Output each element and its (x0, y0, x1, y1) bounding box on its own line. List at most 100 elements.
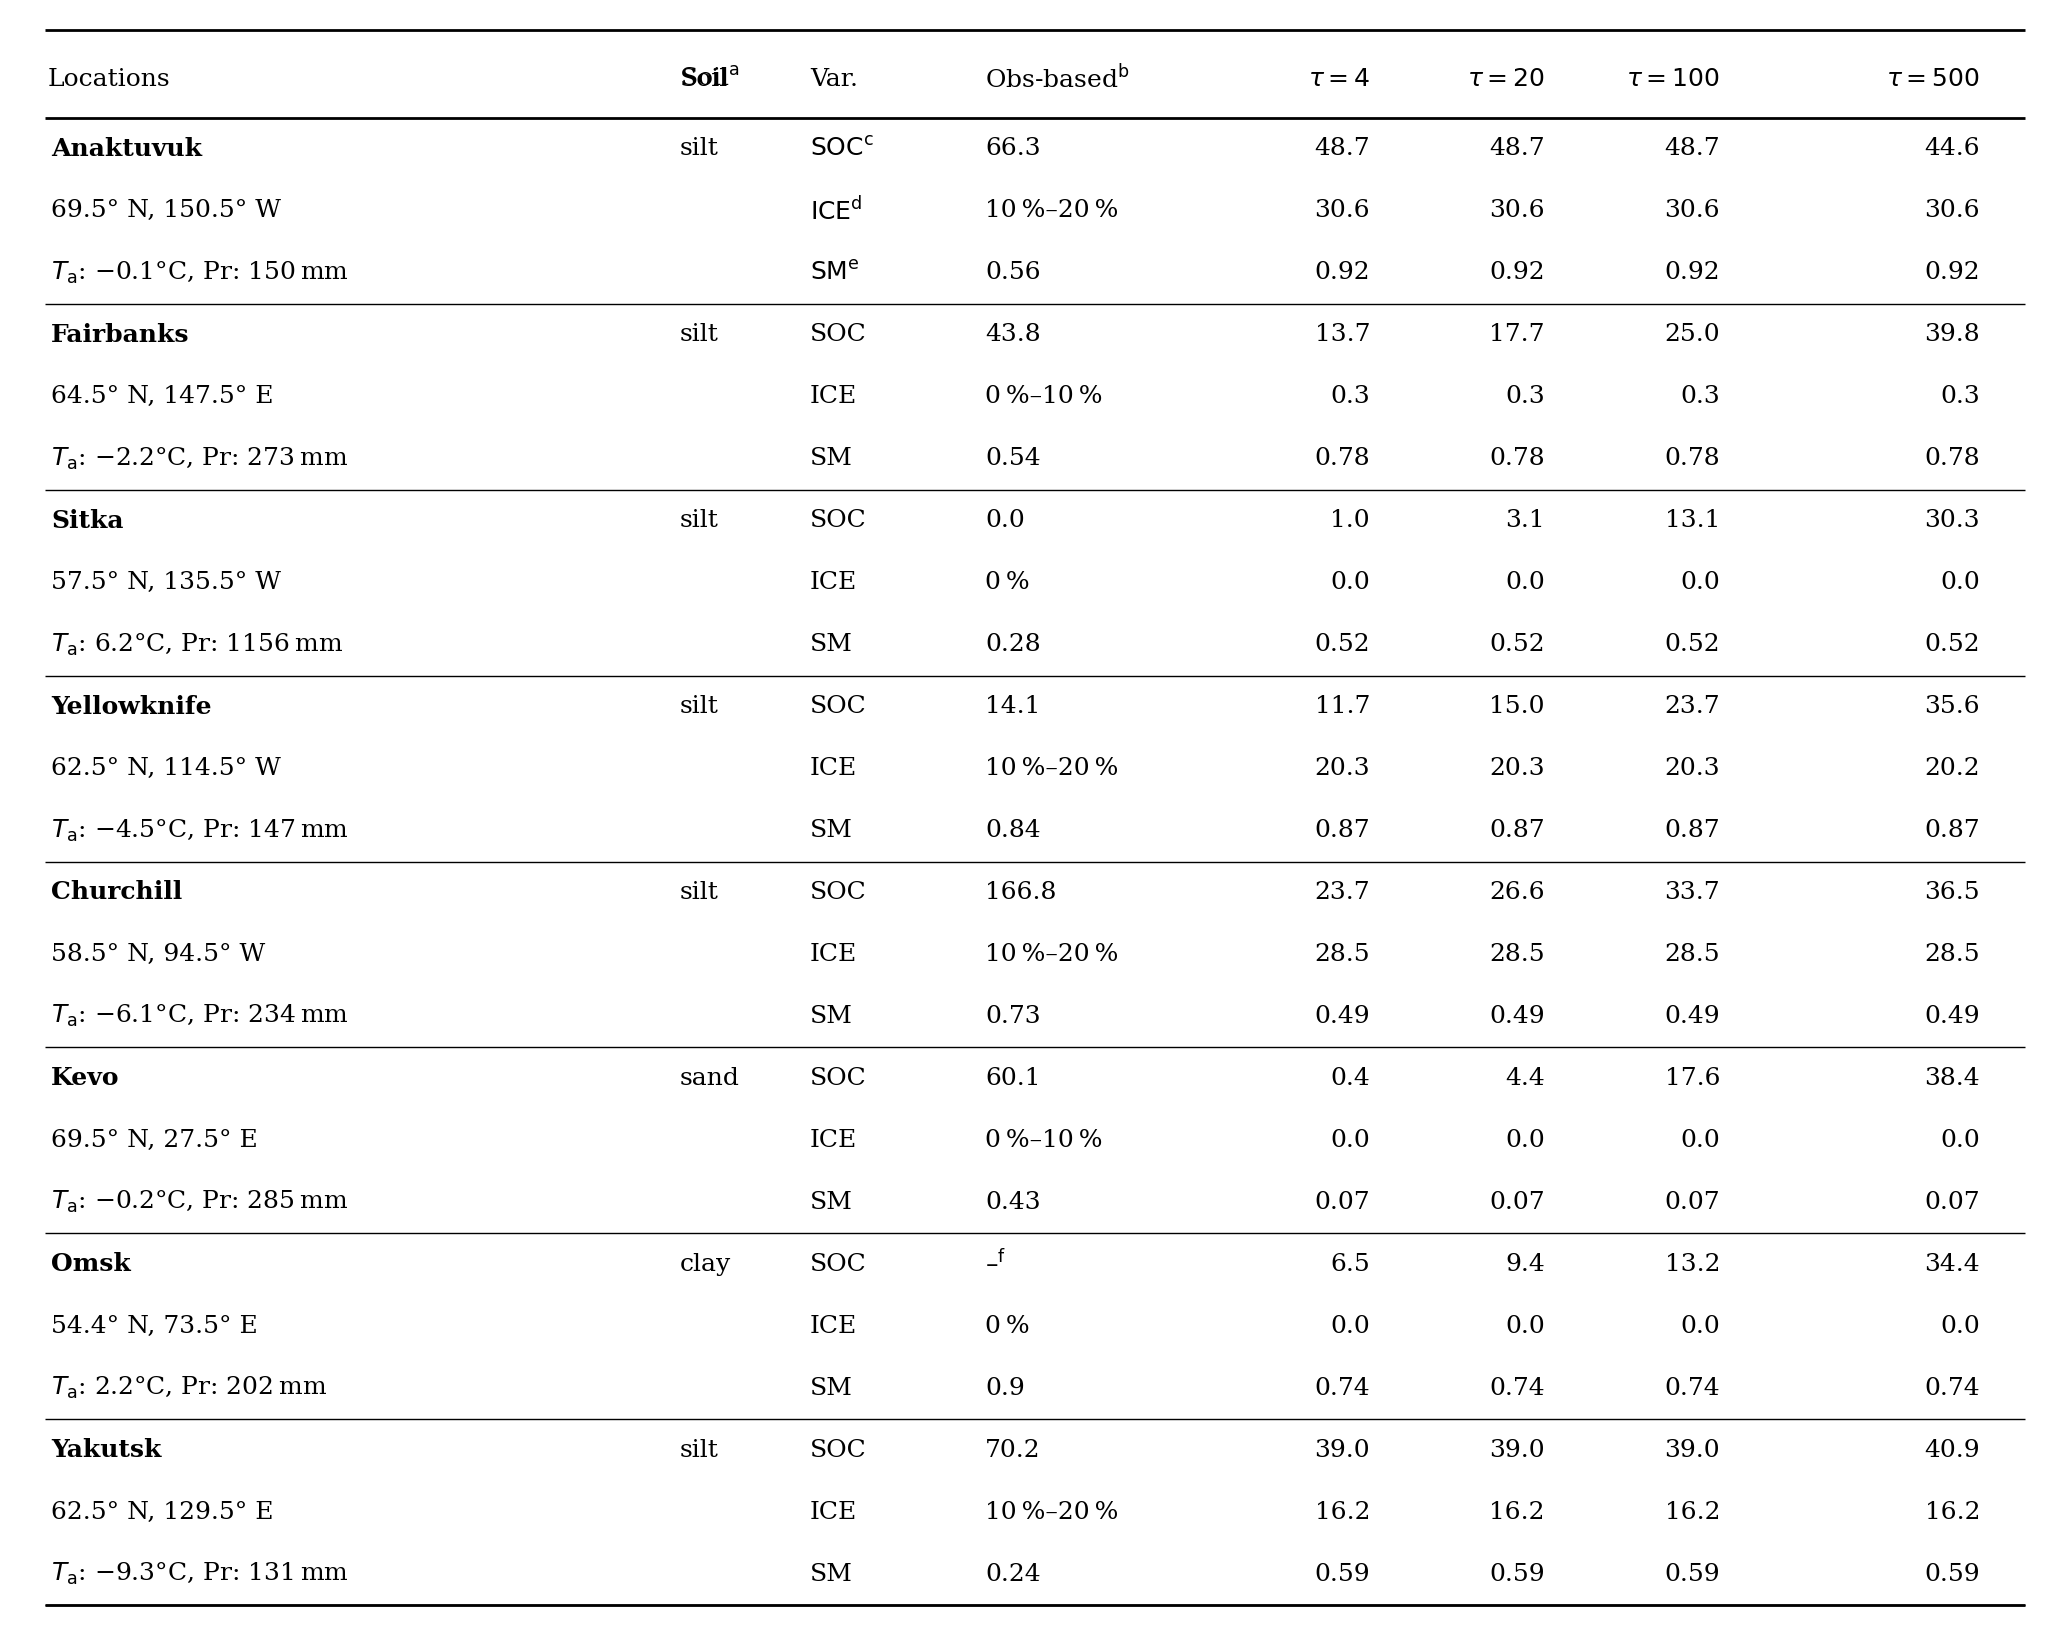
Text: SOC: SOC (810, 1252, 866, 1275)
Text: 4.4: 4.4 (1505, 1067, 1544, 1090)
Text: 10 %–20 %: 10 %–20 % (986, 1500, 1118, 1523)
Text: 30.6: 30.6 (1924, 200, 1980, 223)
Text: 62.5° N, 114.5° W: 62.5° N, 114.5° W (52, 757, 281, 779)
Text: 0.52: 0.52 (1490, 633, 1544, 656)
Text: $\mathit{T}_{\mathrm{a}}$: −4.5°C, Pr: 147 mm: $\mathit{T}_{\mathrm{a}}$: −4.5°C, Pr: 1… (52, 817, 349, 843)
Text: 0.92: 0.92 (1315, 261, 1370, 284)
Text: Churchill: Churchill (52, 881, 182, 904)
Text: 0.74: 0.74 (1924, 1377, 1980, 1400)
Text: ICE: ICE (810, 757, 858, 779)
Text: 10 %–20 %: 10 %–20 % (986, 944, 1118, 967)
Text: 16.2: 16.2 (1490, 1500, 1544, 1523)
Text: Fairbanks: Fairbanks (52, 323, 190, 346)
Text: 1.0: 1.0 (1331, 509, 1370, 532)
Text: 0.0: 0.0 (1505, 1129, 1544, 1152)
Text: 0.0: 0.0 (1680, 1129, 1720, 1152)
Text: 0.0: 0.0 (1331, 1129, 1370, 1152)
Text: 0.3: 0.3 (1505, 386, 1544, 409)
Text: 30.6: 30.6 (1664, 200, 1720, 223)
Text: 0.28: 0.28 (986, 633, 1040, 656)
Text: Obs-based$^{\mathrm{b}}$: Obs-based$^{\mathrm{b}}$ (986, 64, 1131, 94)
Text: silt: silt (680, 881, 719, 904)
Text: 20.3: 20.3 (1315, 757, 1370, 779)
Text: 28.5: 28.5 (1924, 944, 1980, 967)
Text: sand: sand (680, 1067, 740, 1090)
Text: $\mathrm{SM}^{\mathrm{e}}$: $\mathrm{SM}^{\mathrm{e}}$ (810, 261, 860, 286)
Text: 0.59: 0.59 (1490, 1562, 1544, 1585)
Text: 36.5: 36.5 (1924, 881, 1980, 904)
Text: $\mathit{T}_{\mathrm{a}}$: 2.2°C, Pr: 202 mm: $\mathit{T}_{\mathrm{a}}$: 2.2°C, Pr: 20… (52, 1375, 327, 1401)
Text: 30.6: 30.6 (1490, 200, 1544, 223)
Text: 0.49: 0.49 (1490, 1004, 1544, 1027)
Text: 48.7: 48.7 (1315, 138, 1370, 161)
Text: silt: silt (680, 1439, 719, 1462)
Text: 0.0: 0.0 (1505, 571, 1544, 594)
Text: 0.3: 0.3 (1331, 386, 1370, 409)
Text: 10 %–20 %: 10 %–20 % (986, 200, 1118, 223)
Text: 34.4: 34.4 (1924, 1252, 1980, 1275)
Text: 0.49: 0.49 (1924, 1004, 1980, 1027)
Text: silt: silt (680, 138, 719, 161)
Text: 0.92: 0.92 (1924, 261, 1980, 284)
Text: 0 %: 0 % (986, 1314, 1029, 1337)
Text: 54.4° N, 73.5° E: 54.4° N, 73.5° E (52, 1314, 258, 1337)
Text: 38.4: 38.4 (1924, 1067, 1980, 1090)
Text: 0.4: 0.4 (1331, 1067, 1370, 1090)
Text: SM: SM (810, 1562, 854, 1585)
Text: 20.3: 20.3 (1490, 757, 1544, 779)
Text: 0.54: 0.54 (986, 448, 1040, 471)
Text: 64.5° N, 147.5° E: 64.5° N, 147.5° E (52, 386, 273, 409)
Text: 0.49: 0.49 (1315, 1004, 1370, 1027)
Text: 0.78: 0.78 (1315, 448, 1370, 471)
Text: SOC: SOC (810, 1067, 866, 1090)
Text: 11.7: 11.7 (1315, 696, 1370, 719)
Text: 0.07: 0.07 (1315, 1191, 1370, 1214)
Text: 20.2: 20.2 (1924, 757, 1980, 779)
Text: $\tau = 500$: $\tau = 500$ (1887, 67, 1980, 90)
Text: ICE: ICE (810, 1500, 858, 1523)
Text: 28.5: 28.5 (1664, 944, 1720, 967)
Text: 30.3: 30.3 (1924, 509, 1980, 532)
Text: 0.87: 0.87 (1490, 819, 1544, 842)
Text: SOC: SOC (810, 1439, 866, 1462)
Text: 0.78: 0.78 (1490, 448, 1544, 471)
Text: SM: SM (810, 1004, 854, 1027)
Text: 0.43: 0.43 (986, 1191, 1040, 1214)
Text: ICE: ICE (810, 1129, 858, 1152)
Text: 0.07: 0.07 (1664, 1191, 1720, 1214)
Text: 60.1: 60.1 (986, 1067, 1040, 1090)
Text: 0.49: 0.49 (1664, 1004, 1720, 1027)
Text: 14.1: 14.1 (986, 696, 1040, 719)
Text: 15.0: 15.0 (1490, 696, 1544, 719)
Text: 0.0: 0.0 (1680, 1314, 1720, 1337)
Text: 13.2: 13.2 (1664, 1252, 1720, 1275)
Text: 33.7: 33.7 (1664, 881, 1720, 904)
Text: 48.7: 48.7 (1490, 138, 1544, 161)
Text: SM: SM (810, 1191, 854, 1214)
Text: 0.52: 0.52 (1924, 633, 1980, 656)
Text: $\mathit{T}_{\mathrm{a}}$: 6.2°C, Pr: 1156 mm: $\mathit{T}_{\mathrm{a}}$: 6.2°C, Pr: 11… (52, 632, 343, 658)
Text: 0.0: 0.0 (1941, 1129, 1980, 1152)
Text: 0.0: 0.0 (1941, 571, 1980, 594)
Text: 70.2: 70.2 (986, 1439, 1040, 1462)
Text: ICE: ICE (810, 1314, 858, 1337)
Text: ICE: ICE (810, 944, 858, 967)
Text: 40.9: 40.9 (1924, 1439, 1980, 1462)
Text: 16.2: 16.2 (1664, 1500, 1720, 1523)
Text: 69.5° N, 150.5° W: 69.5° N, 150.5° W (52, 200, 281, 223)
Text: 39.8: 39.8 (1924, 323, 1980, 346)
Text: 3.1: 3.1 (1505, 509, 1544, 532)
Text: 166.8: 166.8 (986, 881, 1056, 904)
Text: SOC: SOC (810, 509, 866, 532)
Text: 20.3: 20.3 (1664, 757, 1720, 779)
Text: 0.0: 0.0 (1680, 571, 1720, 594)
Text: 48.7: 48.7 (1664, 138, 1720, 161)
Text: $\mathit{T}_{\mathrm{a}}$: −6.1°C, Pr: 234 mm: $\mathit{T}_{\mathrm{a}}$: −6.1°C, Pr: 2… (52, 1003, 349, 1029)
Text: 43.8: 43.8 (986, 323, 1040, 346)
Text: 0.07: 0.07 (1490, 1191, 1544, 1214)
Text: 23.7: 23.7 (1664, 696, 1720, 719)
Text: SOC: SOC (810, 696, 866, 719)
Text: $\mathit{T}_{\mathrm{a}}$: −9.3°C, Pr: 131 mm: $\mathit{T}_{\mathrm{a}}$: −9.3°C, Pr: 1… (52, 1561, 349, 1587)
Text: Yakutsk: Yakutsk (52, 1438, 161, 1462)
Text: Soil$^{\mathrm{a}}$: Soil$^{\mathrm{a}}$ (680, 67, 740, 90)
